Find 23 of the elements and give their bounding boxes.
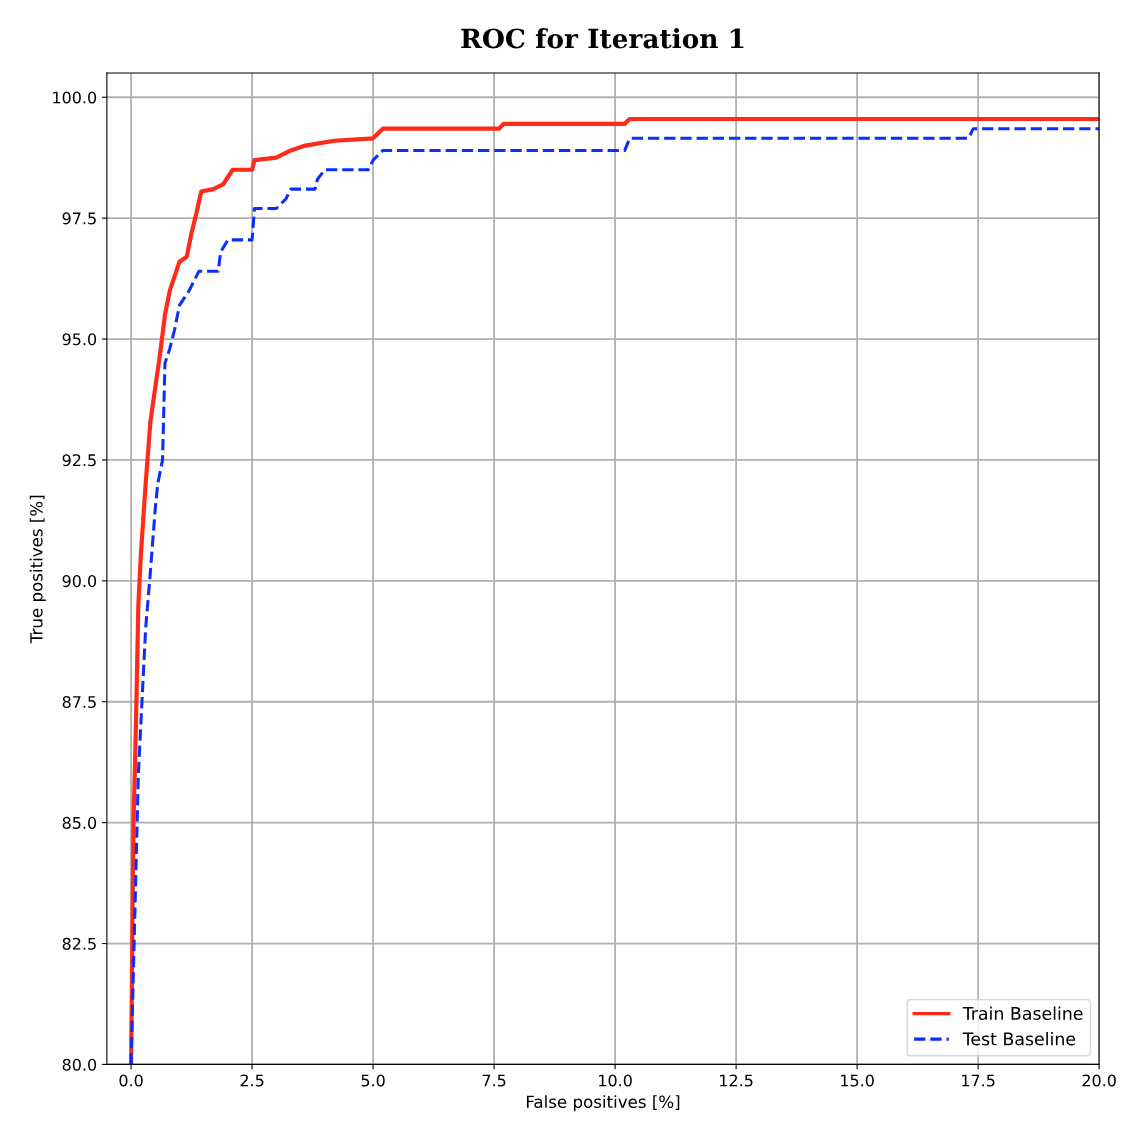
legend-label: Train Baseline [962, 1006, 1083, 1020]
x-tick-label: 12.5 [720, 1074, 753, 1087]
y-tick-label: 85.0 [62, 816, 97, 829]
y-tick-label: 97.5 [62, 212, 96, 225]
y-tick-label: 100.0 [53, 91, 97, 104]
y-tick-label: 80.0 [62, 1058, 97, 1071]
x-tick-label: 7.5 [482, 1074, 506, 1087]
x-axis-title: False positives [%] [526, 1095, 680, 1112]
legend-label: Test Baseline [962, 1032, 1076, 1046]
y-tick-label: 82.5 [62, 937, 96, 950]
x-tick-label: 20.0 [1082, 1074, 1116, 1087]
y-tick-label: 95.0 [62, 333, 97, 346]
y-tick-label: 87.5 [62, 695, 96, 709]
x-tick-label: 17.5 [962, 1074, 995, 1087]
x-tick-label: 5.0 [361, 1074, 385, 1087]
chart-title: ROC for Iteration 1 [461, 28, 744, 49]
y-axis-title: True positives [%] [29, 495, 46, 644]
y-tick-label: 90.0 [62, 575, 97, 588]
x-tick-label: 15.0 [841, 1074, 874, 1087]
x-tick-label: 2.5 [240, 1074, 264, 1087]
x-tick-label: 0.0 [119, 1074, 143, 1087]
y-tick-label: 92.5 [62, 454, 96, 467]
x-tick-label: 10.0 [599, 1074, 632, 1087]
